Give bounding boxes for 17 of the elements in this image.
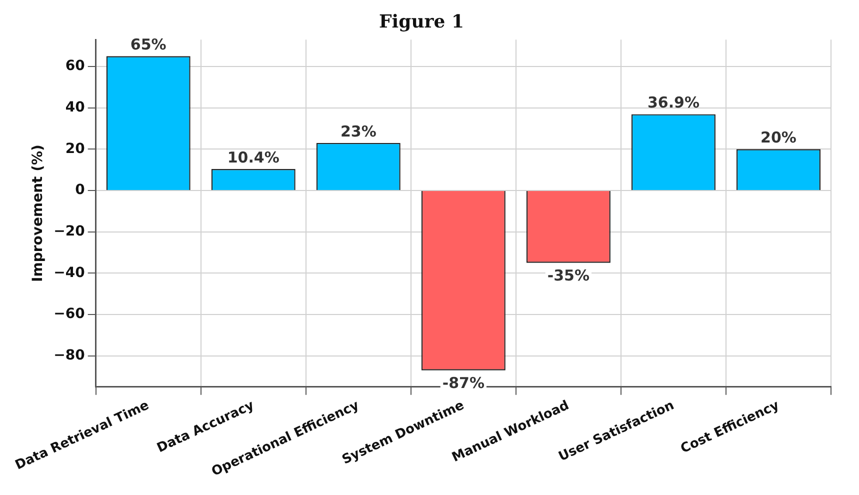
y-tick-label: −20 xyxy=(54,224,86,240)
chart-title: Figure 1 xyxy=(378,11,464,32)
y-tick-label: 0 xyxy=(75,182,86,198)
y-tick-label: 20 xyxy=(65,140,86,157)
data-label: 10.4% xyxy=(227,148,280,166)
y-tick-label: −80 xyxy=(54,348,86,364)
y-tick-label: 40 xyxy=(65,99,86,116)
y-axis-title: Improvement (%) xyxy=(30,144,46,282)
y-tick-label: −40 xyxy=(54,264,86,281)
y-tick-label: 60 xyxy=(65,58,86,74)
data-label: 23% xyxy=(340,122,376,140)
data-label: -87% xyxy=(442,374,484,392)
data-label: 65% xyxy=(130,36,166,54)
y-tick-label: −60 xyxy=(54,306,86,322)
data-label: 20% xyxy=(760,128,796,147)
data-label: 36.9% xyxy=(647,94,700,112)
data-label: -35% xyxy=(547,266,590,284)
